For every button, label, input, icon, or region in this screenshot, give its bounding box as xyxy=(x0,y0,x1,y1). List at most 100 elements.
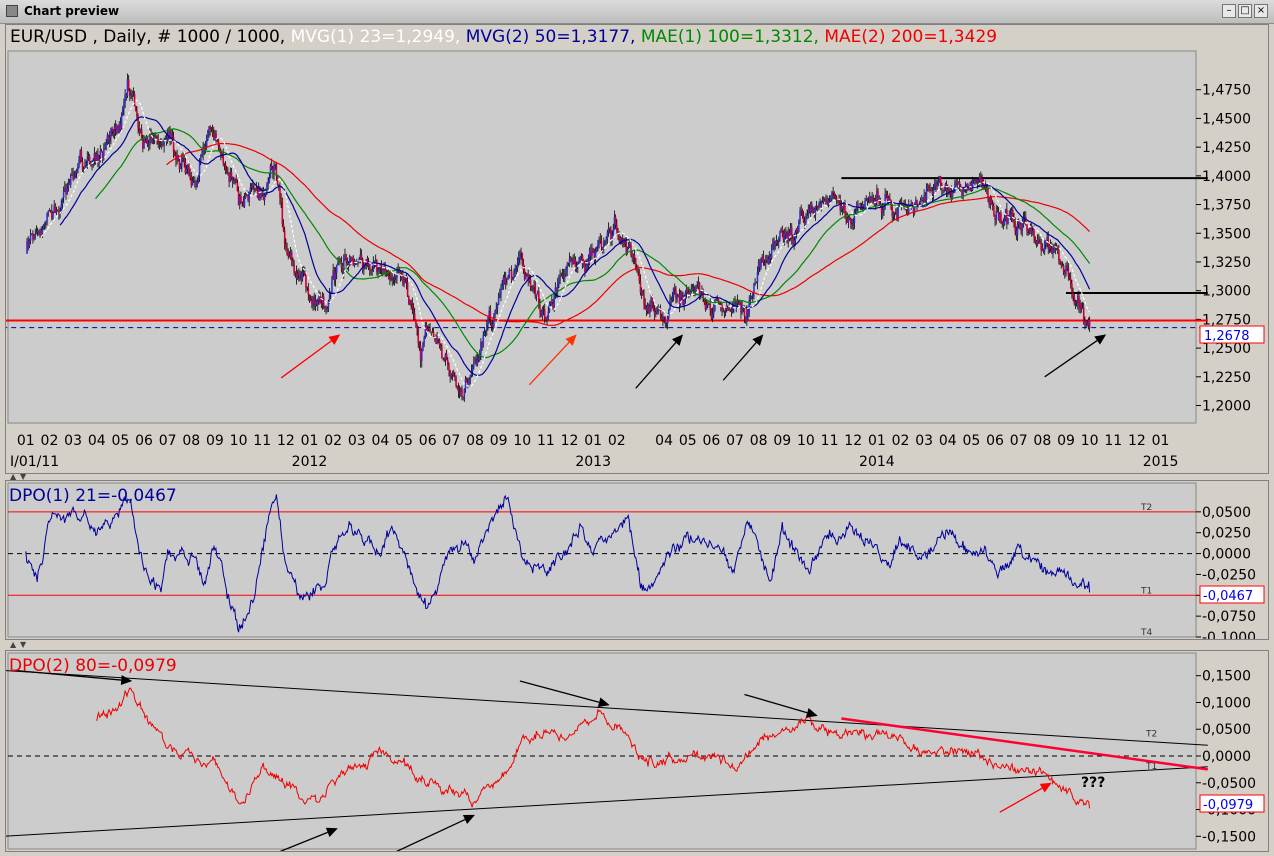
price-chart[interactable]: 1,4750 1,4500 1,4250 1,4000 1,3750 1,3500 1,32… xyxy=(2,25,1268,473)
price-xtick-label: 06 xyxy=(702,433,720,449)
dpo2-panel[interactable]: 0,15000,10000,05000,0000-0,0500-0,1000-0… xyxy=(2,650,1269,856)
price-ytick-label: 1,2750 xyxy=(1202,312,1251,328)
price-arrow-shaft xyxy=(1044,340,1098,378)
dpo1-ytick-label: 0,0250 xyxy=(1202,526,1251,542)
price-xtick-label: 07 xyxy=(726,433,744,449)
collapse-up-icon[interactable]: ▲ xyxy=(10,472,17,481)
price-xtick-label: 12 xyxy=(1128,433,1146,449)
dpo1-ytick-label: -0,1000 xyxy=(1202,630,1256,639)
price-arrow-shaft xyxy=(528,341,570,386)
dpo2-arrow xyxy=(13,669,133,686)
price-xtick-label: 08 xyxy=(182,433,200,449)
panel-splitter-1[interactable]: ▲ ▼ xyxy=(0,473,1274,481)
price-xtick-label: 07 xyxy=(159,433,177,449)
price-xtick-label: 11 xyxy=(537,433,555,449)
price-xtick-label: 07 xyxy=(1010,433,1028,449)
minimize-icon[interactable]: – xyxy=(1222,4,1236,18)
price-arrow xyxy=(635,334,684,389)
price-xtick-label: 11 xyxy=(253,433,271,449)
price-legend-item: MVG(1) 23=1,2949, xyxy=(291,27,466,47)
price-xtick-label: 10 xyxy=(1081,433,1099,449)
dpo2-trendline-label: T1 xyxy=(1145,762,1157,772)
dpo2-chart[interactable]: 0,15000,10000,05000,0000-0,0500-0,1000-0… xyxy=(2,651,1268,856)
price-plot-area xyxy=(7,50,1197,424)
price-ytick-label: 1,3000 xyxy=(1202,284,1251,300)
price-xtick-label: 10 xyxy=(513,433,531,449)
price-arrow-head xyxy=(752,334,764,346)
price-xtick-label: 06 xyxy=(135,433,153,449)
price-xtick-label: 10 xyxy=(797,433,815,449)
dpo1-ytick-label: 0,0000 xyxy=(1202,547,1251,563)
price-xtick-label: 03 xyxy=(915,433,933,449)
chart-window-icon xyxy=(6,5,18,17)
dpo2-arrow-head xyxy=(805,707,818,718)
price-arrow-head xyxy=(565,334,577,346)
close-icon[interactable]: × xyxy=(1254,4,1268,18)
price-arrow-head xyxy=(328,334,341,345)
dpo2-arrow-shaft xyxy=(744,693,808,714)
panel-splitter-2[interactable]: ▲ ▼ xyxy=(0,641,1274,649)
dpo2-ytick-label: -0,0500 xyxy=(1202,776,1256,792)
price-legend-item: EUR/USD , Daily, # 1000 / 1000, xyxy=(10,27,291,47)
price-xtick-label: 08 xyxy=(466,433,484,449)
price-xtick-label: 06 xyxy=(419,433,437,449)
collapse-down-icon[interactable]: ▼ xyxy=(20,640,27,649)
dpo1-last-value-badge: -0,0467 xyxy=(1199,585,1265,604)
price-ytick-label: 1,3750 xyxy=(1202,198,1251,214)
dpo2-arrow-shaft xyxy=(999,787,1043,813)
maximize-icon[interactable]: □ xyxy=(1238,4,1252,18)
price-arrow-head xyxy=(1094,334,1107,345)
price-xtick-label: 04 xyxy=(372,433,390,449)
dpo1-level-label: T1 xyxy=(1140,586,1152,596)
dpo2-arrow-shaft xyxy=(394,818,466,853)
price-xtick-label: 11 xyxy=(821,433,839,449)
price-ytick-label: 1,4000 xyxy=(1202,169,1251,185)
price-ma-line xyxy=(40,99,1091,387)
dpo2-arrow-head xyxy=(120,675,133,686)
price-xtick-label: 02 xyxy=(41,433,59,449)
dpo2-arrow-shaft xyxy=(13,669,122,681)
dpo2-last-value-badge: -0,0979 xyxy=(1199,794,1265,813)
price-xtick-label: 12 xyxy=(561,433,579,449)
dpo2-trendline-label: T2 xyxy=(1145,730,1157,740)
price-xtick-label: 01 xyxy=(584,433,602,449)
price-ma-line xyxy=(166,142,1091,326)
price-xtick-label: 05 xyxy=(395,433,413,449)
collapse-down-icon[interactable]: ▼ xyxy=(20,472,27,481)
dpo1-chart[interactable]: T2T1T40,05000,02500,0000-0,0250-0,0500-0… xyxy=(6,481,1268,646)
price-xtick-label: 04 xyxy=(939,433,957,449)
price-chart-panel[interactable]: 1,4750 1,4500 1,4250 1,4000 1,3750 1,3500 1,32… xyxy=(2,24,1269,474)
price-xtick-label: 02 xyxy=(892,433,910,449)
price-xtick-label: 01 xyxy=(1152,433,1170,449)
dpo2-ytick-label: 0,1000 xyxy=(1202,695,1251,711)
price-arrow xyxy=(528,334,577,386)
dpo1-panel[interactable]: T2T1T40,05000,02500,0000-0,0250-0,0500-0… xyxy=(5,480,1269,646)
dpo2-arrow-shaft xyxy=(519,680,600,703)
price-xtick-label: 12 xyxy=(277,433,295,449)
price-arrow-head xyxy=(672,334,684,346)
price-xtick-label: 11 xyxy=(1104,433,1122,449)
dpo2-arrow-head xyxy=(1039,782,1052,793)
dpo2-trendline xyxy=(2,766,1208,837)
window-title: Chart preview xyxy=(24,4,120,18)
price-xtick-label: 02 xyxy=(608,433,626,449)
price-arrow-shaft xyxy=(280,340,332,379)
price-xtick-label: 10 xyxy=(230,433,248,449)
price-ytick-label: 1,3500 xyxy=(1202,226,1251,242)
price-arrow-shaft xyxy=(722,342,757,381)
dpo1-last-value: -0,0467 xyxy=(1203,589,1253,604)
dpo2-plot-area xyxy=(7,652,1197,850)
dpo2-arrow xyxy=(394,814,475,853)
price-xtick-label: 04 xyxy=(88,433,106,449)
price-xyear-label: 2015 xyxy=(1143,454,1179,470)
dpo2-arrow xyxy=(999,782,1052,813)
collapse-up-icon[interactable]: ▲ xyxy=(10,640,17,649)
price-ytick-label: 1,2500 xyxy=(1202,341,1251,357)
dpo2-arrow-head xyxy=(462,814,475,825)
price-legend-item: MAE(2) 200=1,3429 xyxy=(824,27,997,47)
price-ma-line xyxy=(59,116,1091,377)
price-xtick-label: 05 xyxy=(963,433,981,449)
price-xtick-label: 03 xyxy=(64,433,82,449)
price-xyear-label: 2012 xyxy=(292,454,328,470)
price-xtick-label: 09 xyxy=(490,433,508,449)
